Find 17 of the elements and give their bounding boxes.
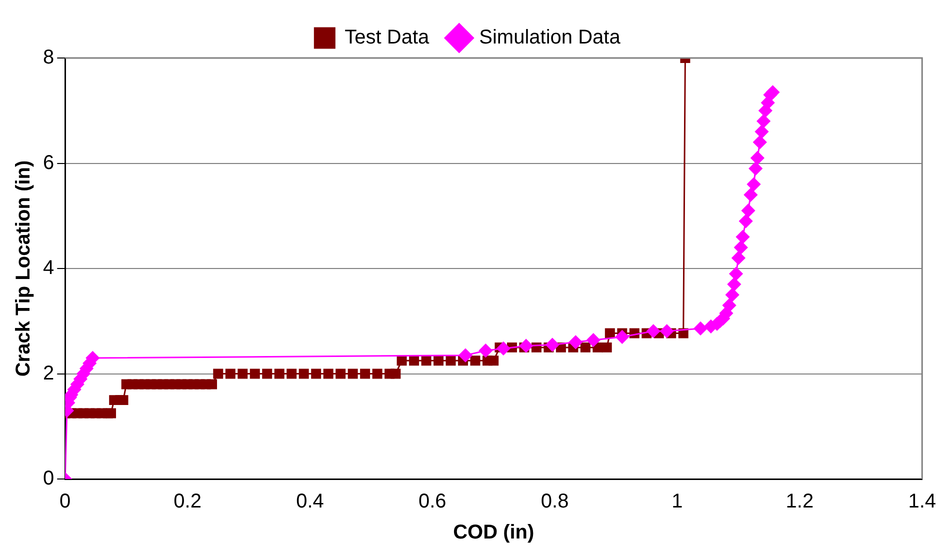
x-tick-label: 1.2: [786, 490, 814, 513]
y-tick-label: 8: [43, 46, 54, 69]
y-tick-label: 0: [43, 468, 54, 490]
legend-label: Simulation Data: [479, 26, 622, 49]
x-tick-label: 0.8: [540, 490, 569, 513]
legend-label: Test Data: [344, 26, 430, 49]
x-tick-label: 0.6: [418, 490, 446, 513]
x-axis-title: COD (in): [453, 522, 534, 544]
x-tick-label: 1: [672, 490, 683, 513]
y-tick-label: 4: [43, 257, 54, 280]
y-tick-label: 2: [43, 362, 54, 384]
y-tick-label: 6: [43, 152, 54, 174]
x-tick-label: 1.4: [908, 490, 936, 513]
y-axis-title: Crack Tip Location (in): [12, 160, 35, 377]
x-tick-label: 0: [60, 490, 71, 513]
x-tick-label: 0.2: [174, 490, 202, 513]
x-tick-label: 0.4: [296, 490, 324, 513]
